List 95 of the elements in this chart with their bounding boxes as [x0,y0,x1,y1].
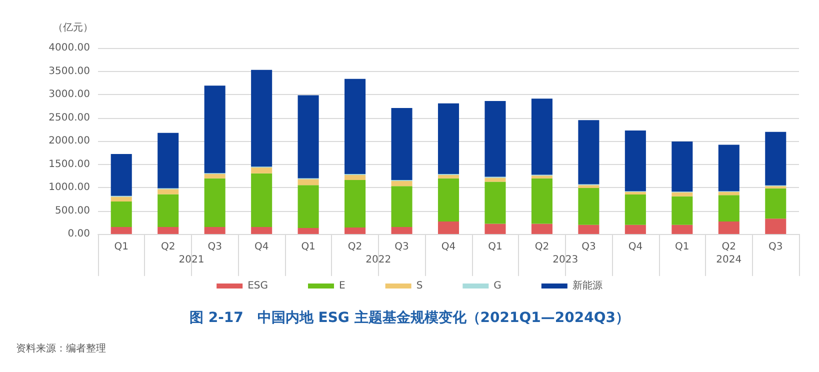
bar [438,174,460,178]
text: 资料来源：编者整理 [16,342,106,354]
y-tick-label: 1000.00 [48,182,90,193]
y-tick-label: 3500.00 [48,66,90,77]
bar [438,103,460,174]
bar [344,180,366,228]
x-tick-label: Q3 [768,242,783,252]
bar [391,180,412,186]
bar [110,154,132,196]
bar [484,101,506,177]
bar [344,174,366,180]
text: 2022 [366,254,392,266]
bar [718,195,740,222]
bar [531,98,552,175]
x-tick-label: Q2 [722,242,736,252]
bar [110,201,132,228]
text: 图 2-17 中国内地 ESG 主题基金规模变化（2021Q1—2024Q3） [189,309,630,326]
y-tick-label: 1500.00 [48,158,90,170]
legend-label: ESG [248,280,268,292]
x-tick-label: Q3 [394,242,409,252]
bar [531,178,552,224]
bar [765,188,786,219]
bar [344,227,366,234]
text: 2024 [716,254,742,266]
bar [765,218,786,234]
bar [484,182,506,224]
bar [110,227,132,234]
bar [672,192,693,196]
bar [204,178,226,228]
bar [624,130,646,192]
bar [251,70,272,167]
legend-label: S [416,280,423,292]
bar [578,188,600,225]
bar [672,224,693,234]
bar [298,95,319,178]
bar [204,86,226,174]
x-tick-label: Q2 [160,242,176,252]
bar [718,221,740,234]
bar [158,194,179,228]
bar [204,174,226,178]
x-tick-label: Q1 [675,242,690,252]
bar [718,144,740,192]
bar [484,178,506,182]
y-tick-label: 2500.00 [48,112,90,124]
bar [484,224,506,234]
bar [298,179,319,186]
bar [624,224,646,234]
bar [718,192,740,196]
bar [110,196,132,202]
x-tick-label: Q3 [208,242,222,252]
bar [531,224,552,234]
bar [158,227,179,234]
bar [391,227,412,234]
bar [251,173,272,228]
legend-label: 新能源 [572,280,602,292]
y-tick-label: 4000.00 [48,42,90,54]
x-tick-label: Q4 [441,242,456,252]
y-axis-title: （亿元） [53,22,93,34]
y-tick-label: 3000.00 [48,89,90,100]
x-tick-label: Q4 [628,242,643,252]
bar [765,132,786,186]
x-tick-label: Q2 [534,242,550,252]
legend-label: E [339,280,346,292]
bar [158,132,179,188]
text: 2023 [552,254,578,266]
bar [298,185,319,228]
bar [624,194,646,225]
bar [298,228,319,234]
y-tick-label: 2000.00 [48,136,90,146]
bar [578,185,600,188]
bar [391,108,412,180]
bar [672,196,693,225]
bar [438,221,460,234]
text: 2021 [178,254,204,266]
bar [578,224,600,234]
bar [158,189,179,194]
x-tick-label: Q1 [114,242,128,252]
bar [204,227,226,234]
x-tick-label: Q3 [582,242,596,252]
y-tick-label: 0.00 [68,228,90,240]
legend-label: G [494,280,502,292]
bar [531,176,552,178]
bar [391,186,412,228]
bar [251,168,272,174]
x-tick-label: Q1 [488,242,502,252]
bar [251,227,272,234]
y-tick-label: 500.00 [55,205,90,216]
bar [578,120,600,184]
bar [672,141,693,192]
x-tick-label: Q2 [348,242,362,252]
bar [344,78,366,174]
bar [624,192,646,194]
x-tick-label: Q1 [301,242,316,252]
x-tick-label: Q4 [254,242,269,252]
bar [438,178,460,222]
